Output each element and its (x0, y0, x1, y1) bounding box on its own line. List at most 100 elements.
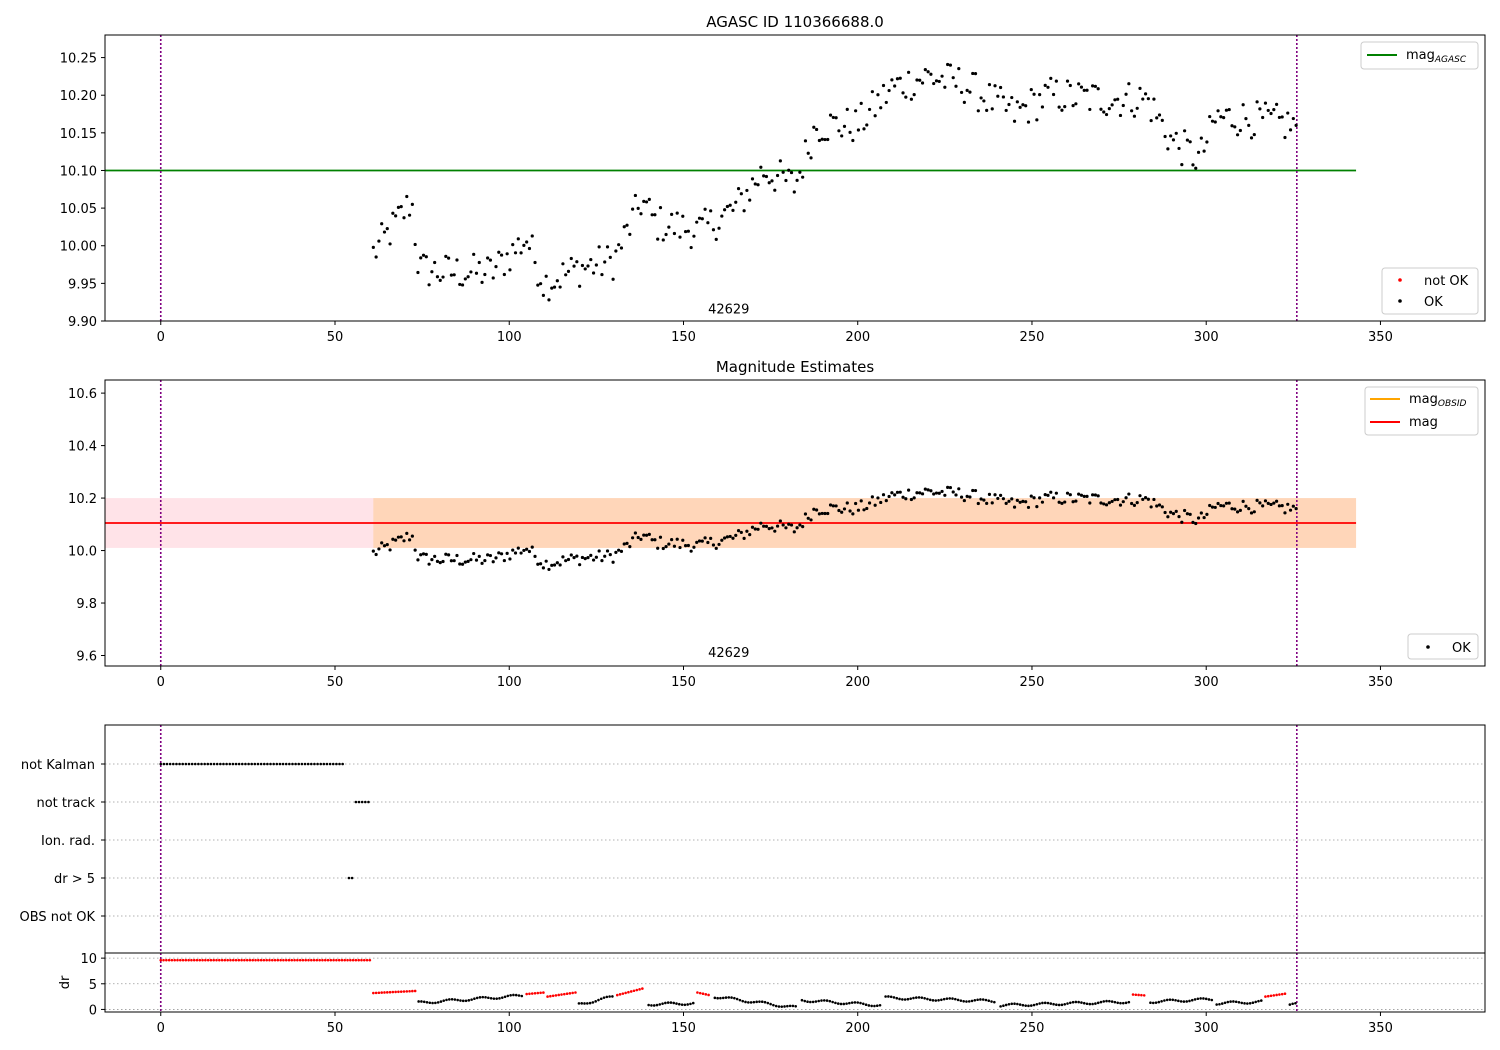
data-point (591, 558, 596, 562)
data-point (519, 551, 523, 555)
data-point (1001, 95, 1005, 99)
x-tick-label: 50 (327, 330, 344, 345)
dr-point-ok (597, 998, 600, 1002)
data-point (826, 511, 830, 516)
data-point (1222, 116, 1226, 120)
data-point (427, 283, 431, 287)
data-point (449, 273, 453, 277)
dr-point-not-ok (528, 992, 531, 996)
data-point (670, 212, 674, 216)
dr-point-not-ok (391, 990, 395, 994)
legend-label: OK (1424, 295, 1443, 310)
data-point (725, 204, 729, 209)
data-point (508, 557, 512, 561)
data-point (625, 223, 629, 227)
data-point (1118, 503, 1123, 507)
dr-point-ok (716, 996, 719, 1000)
data-point (962, 498, 966, 503)
dr-point-ok (920, 996, 924, 999)
dr-point-ok (498, 997, 501, 1000)
data-point (639, 537, 643, 541)
legend-label-text: mag (1406, 48, 1435, 63)
data-point (628, 232, 632, 236)
data-point (681, 538, 685, 542)
data-point (544, 274, 548, 278)
dr-point-ok (741, 999, 745, 1003)
data-point (458, 562, 462, 566)
dr-point-not-ok (635, 988, 639, 992)
dr-point-ok (730, 996, 733, 999)
dr-point-not-ok (159, 958, 163, 962)
data-point (862, 127, 866, 131)
dr-point-not-ok (293, 958, 296, 962)
data-point (862, 508, 866, 512)
data-point (433, 260, 437, 265)
data-point (1057, 105, 1061, 109)
dr-point-ok (744, 1000, 747, 1004)
data-point (1141, 97, 1145, 101)
dr-point-not-ok (195, 958, 199, 962)
dr-point-not-ok (1137, 993, 1140, 997)
dr-point-not-ok (226, 958, 229, 962)
dr-point-ok (984, 998, 988, 1002)
data-point (753, 527, 757, 531)
dr-point-not-ok (178, 958, 182, 962)
data-point (703, 207, 707, 211)
data-point (1138, 86, 1142, 90)
data-point (689, 245, 693, 250)
data-point (633, 193, 637, 198)
dr-point-ok (1038, 1002, 1041, 1005)
flag-point (341, 762, 344, 766)
dr-point-ok (828, 999, 832, 1003)
dr-point-ok (780, 1005, 784, 1008)
data-point (413, 242, 417, 247)
data-point (1208, 114, 1212, 119)
data-point (1233, 507, 1237, 511)
dr-point-ok (856, 1001, 860, 1004)
data-point (1113, 98, 1117, 102)
dr-point-ok (425, 1000, 429, 1004)
flag-point (360, 800, 364, 804)
data-point (382, 544, 387, 548)
data-point (396, 205, 401, 209)
dr-point-not-ok (377, 991, 381, 995)
flag-point (175, 762, 178, 766)
dr-point-not-ok (337, 958, 341, 962)
data-point (1143, 496, 1148, 500)
data-point (742, 536, 746, 540)
data-point (474, 558, 479, 562)
data-point (1149, 505, 1153, 509)
dr-point-ok (1291, 1002, 1294, 1006)
data-point (575, 260, 579, 264)
dr-point-ok (931, 999, 935, 1002)
y-tick-label: 9.8 (76, 597, 97, 612)
dr-point-not-ok (565, 992, 569, 996)
flag-point (281, 762, 285, 766)
data-point (815, 127, 819, 132)
data-point (982, 498, 986, 502)
dr-point-ok (1032, 1003, 1036, 1007)
data-point (711, 228, 716, 232)
data-point (795, 526, 799, 530)
dr-point-ok (453, 998, 457, 1001)
data-point (683, 544, 688, 548)
data-point (962, 100, 966, 104)
dr-point-not-ok (273, 958, 277, 962)
dr-point-not-ok (1275, 993, 1278, 997)
dr-point-ok (1102, 1000, 1106, 1003)
data-point (1194, 521, 1198, 526)
data-point (965, 88, 969, 92)
data-point (831, 115, 835, 120)
dr-point-ok (811, 1000, 815, 1004)
data-point (1124, 92, 1128, 96)
dr-point-ok (1043, 1001, 1047, 1005)
dr-point-not-ok (192, 958, 196, 962)
dr-point-ok (470, 998, 473, 1001)
data-point (539, 282, 543, 286)
chart-title: Magnitude Estimates (716, 358, 874, 376)
dr-point-ok (884, 995, 887, 998)
data-point (828, 113, 833, 117)
dr-point-ok (1220, 1002, 1224, 1005)
dr-point-ok (1027, 1004, 1030, 1008)
dr-point-not-ok (284, 958, 288, 962)
